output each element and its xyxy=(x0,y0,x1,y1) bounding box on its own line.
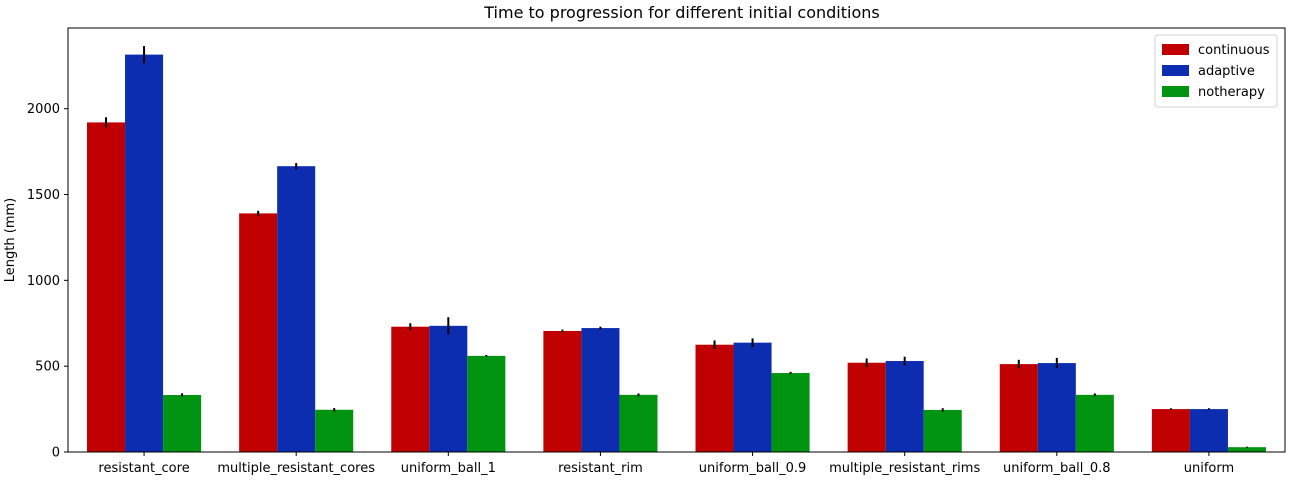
y-tick-label-500: 500 xyxy=(35,360,60,375)
x-tick-label-uniform_ball_1: uniform_ball_1 xyxy=(401,461,496,476)
x-tick-label-multiple_resistant_rims: multiple_resistant_rims xyxy=(829,461,980,476)
bar-notherapy-resistant_rim xyxy=(619,394,658,452)
bar-notherapy-uniform_ball_0.8 xyxy=(1075,394,1114,452)
chart-title: Time to progression for different initia… xyxy=(483,3,879,22)
bar-adaptive-resistant_core xyxy=(125,54,164,452)
bar-notherapy-uniform_ball_0.9 xyxy=(771,373,810,452)
x-tick-label-uniform: uniform xyxy=(1184,461,1234,476)
legend-swatch-adaptive xyxy=(1162,65,1189,76)
bar-adaptive-uniform_ball_0.9 xyxy=(733,342,772,452)
legend-label-notherapy: notherapy xyxy=(1198,85,1265,100)
legend-swatch-continuous xyxy=(1162,44,1189,55)
x-tick-label-uniform_ball_0.9: uniform_ball_0.9 xyxy=(699,461,807,476)
bar-adaptive-uniform_ball_1 xyxy=(429,325,468,452)
bar-adaptive-resistant_rim xyxy=(581,328,620,452)
bar-adaptive-uniform_ball_0.8 xyxy=(1037,363,1076,452)
legend-label-continuous: continuous xyxy=(1198,43,1270,58)
plot-frame xyxy=(67,27,1286,453)
bar-notherapy-uniform xyxy=(1227,447,1266,452)
y-axis-label: Length (mm) xyxy=(3,198,18,282)
bar-adaptive-multiple_resistant_rims xyxy=(885,361,924,452)
bar-continuous-multiple_resistant_cores xyxy=(239,213,278,452)
y-tick-label-1500: 1500 xyxy=(27,188,60,203)
bar-adaptive-uniform xyxy=(1189,409,1228,452)
bar-notherapy-multiple_resistant_cores xyxy=(315,409,354,452)
y-tick-label-0: 0 xyxy=(52,446,60,461)
x-tick-label-resistant_rim: resistant_rim xyxy=(558,461,643,476)
bar-continuous-uniform xyxy=(1151,409,1190,452)
bar-notherapy-resistant_core xyxy=(163,395,202,452)
bar-continuous-resistant_rim xyxy=(543,330,582,452)
bar-continuous-uniform_ball_1 xyxy=(391,326,430,452)
bar-continuous-uniform_ball_0.8 xyxy=(999,364,1038,452)
axes-layer: resistant_core multiple_resistant_cores un… xyxy=(27,27,1286,476)
bar-continuous-resistant_core xyxy=(87,122,126,452)
y-tick-label-1000: 1000 xyxy=(27,274,60,289)
y-tick-label-2000: 2000 xyxy=(27,102,60,117)
x-tick-label-uniform_ball_0.8: uniform_ball_0.8 xyxy=(1003,461,1111,476)
error-bars-layer xyxy=(105,46,1248,448)
bars-layer xyxy=(87,54,1266,453)
bar-continuous-uniform_ball_0.9 xyxy=(695,344,734,452)
bar-continuous-multiple_resistant_rims xyxy=(847,362,886,452)
x-tick-label-resistant_core: resistant_core xyxy=(98,461,189,476)
bar-notherapy-uniform_ball_1 xyxy=(467,355,506,452)
legend-swatch-notherapy xyxy=(1162,86,1189,97)
legend: continuous adaptive notherapy xyxy=(1154,34,1278,108)
bar-notherapy-multiple_resistant_rims xyxy=(923,409,962,452)
bar-adaptive-multiple_resistant_cores xyxy=(277,166,316,453)
x-tick-label-multiple_resistant_cores: multiple_resistant_cores xyxy=(217,461,375,476)
legend-label-adaptive: adaptive xyxy=(1198,64,1255,79)
